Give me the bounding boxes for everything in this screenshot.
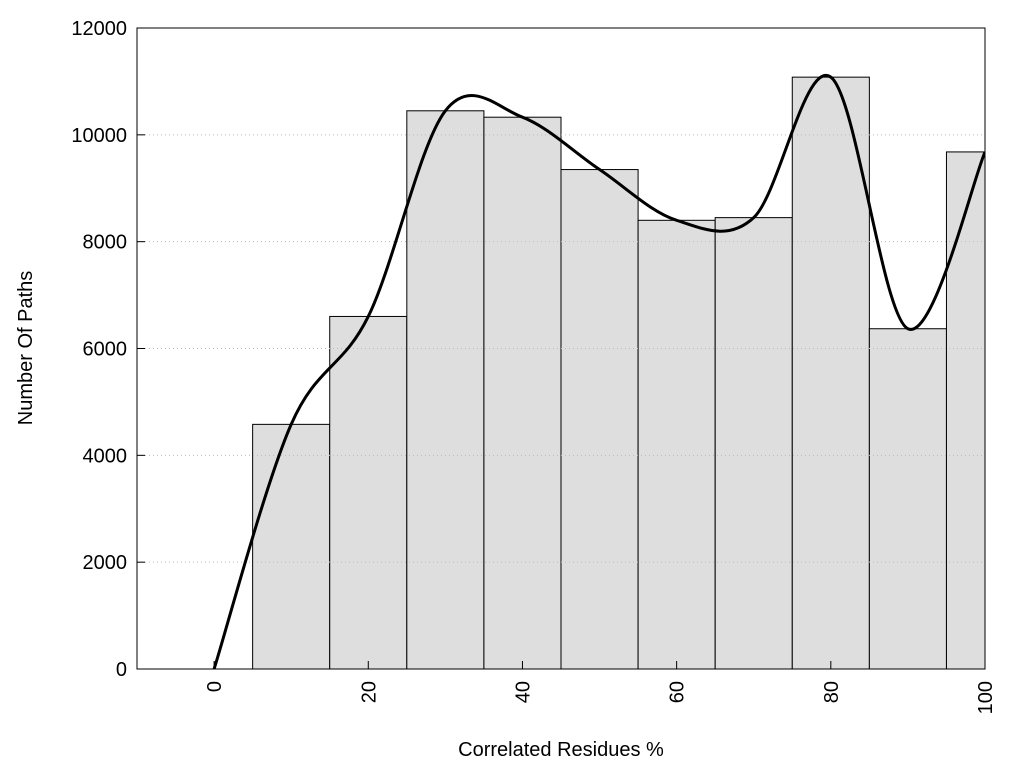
bar bbox=[637, 219, 716, 669]
y-tick-label: 12000 bbox=[71, 18, 127, 40]
x-tick-label: 80 bbox=[821, 681, 843, 703]
y-tick-label: 6000 bbox=[83, 339, 128, 361]
x-tick-label: 60 bbox=[667, 681, 689, 703]
x-tick-label: 20 bbox=[358, 681, 380, 703]
y-tick-label: 10000 bbox=[71, 125, 127, 147]
bar bbox=[791, 76, 870, 669]
plot-frame bbox=[136, 27, 986, 670]
bar bbox=[406, 110, 485, 669]
bar bbox=[868, 328, 947, 669]
bar bbox=[945, 151, 985, 669]
bar bbox=[329, 315, 408, 669]
y-tick-label: 0 bbox=[116, 659, 127, 681]
bar bbox=[483, 116, 562, 669]
x-tick-label: 40 bbox=[512, 681, 534, 703]
y-tick-label: 8000 bbox=[83, 232, 128, 254]
bar bbox=[560, 169, 639, 669]
x-axis-label: Correlated Residues % bbox=[458, 739, 664, 761]
bars bbox=[252, 76, 985, 669]
smooth-line bbox=[212, 73, 985, 669]
bar bbox=[714, 217, 793, 669]
x-tick-label: 100 bbox=[975, 681, 997, 714]
x-tick-label: 0 bbox=[204, 681, 226, 692]
y-tick-label: 4000 bbox=[83, 445, 128, 467]
y-axis-label: Number Of Paths bbox=[15, 271, 37, 426]
bar bbox=[252, 423, 331, 669]
y-tick-label: 2000 bbox=[83, 552, 128, 574]
